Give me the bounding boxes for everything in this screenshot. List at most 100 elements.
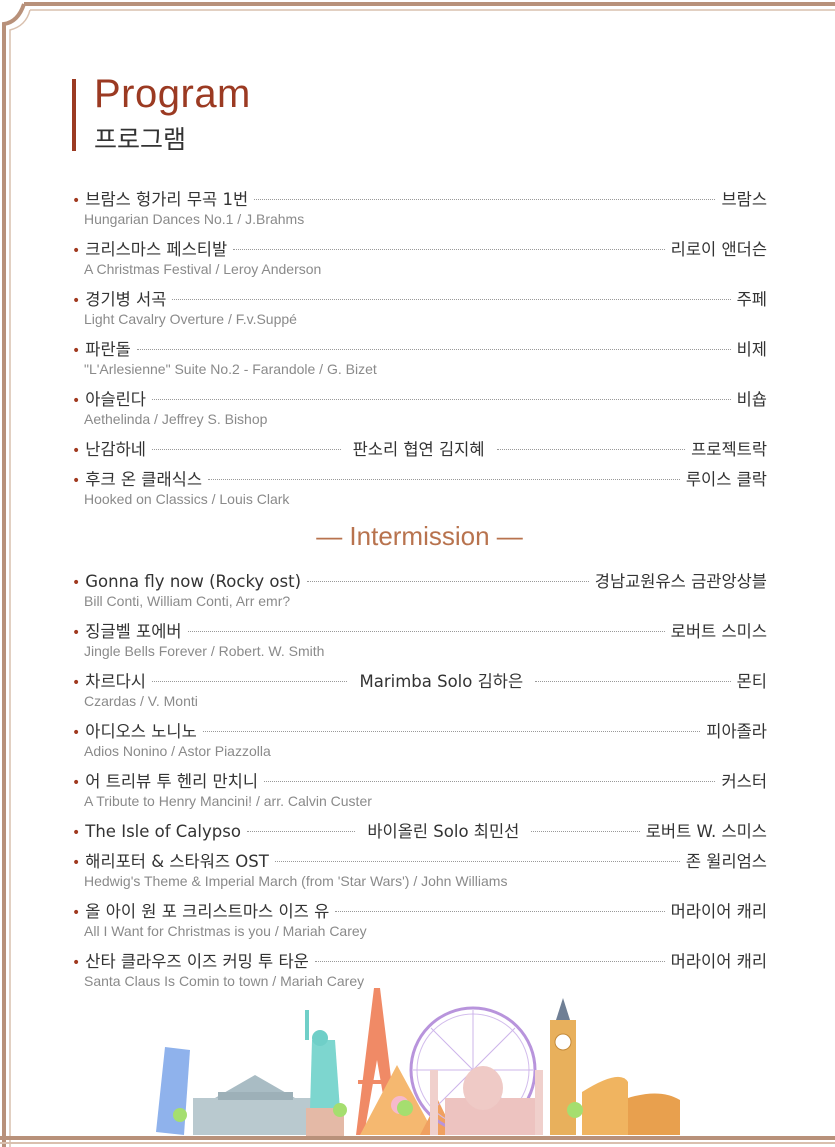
item-line: • 산타 클라우즈 이즈 커밍 투 타운 머라이어 캐리 [72, 948, 767, 972]
item-line: • 차르다시 Marimba Solo 김하은 몬티 [72, 668, 767, 692]
item-line: • 후크 온 클래식스 루이스 클락 [72, 466, 767, 490]
item-title: 난감하네 [85, 440, 146, 459]
bullet-icon: • [72, 725, 81, 741]
program-item: • 크리스마스 페스티발 리로이 앤더슨 A Christmas Festival /… [72, 236, 767, 286]
item-title: 징글벨 포에버 [85, 622, 182, 641]
item-performer: 커스터 [721, 772, 767, 791]
program-item: • 어 트리뷰 투 헨리 만치니 커스터 A Tribute to Henry Man… [72, 768, 767, 818]
bullet-icon: • [72, 243, 81, 259]
item-line: • 파란돌 비제 [72, 336, 767, 360]
item-line: • 난감하네 판소리 협연 김지혜 프로젝트락 [72, 436, 767, 460]
item-title: 어 트리뷰 투 헨리 만치니 [85, 772, 259, 791]
item-line: • 징글벨 포에버 로버트 스미스 [72, 618, 767, 642]
item-line: • 어 트리뷰 투 헨리 만치니 커스터 [72, 768, 767, 792]
item-subtitle: A Christmas Festival / Leroy Anderson [84, 261, 322, 277]
item-subtitle: Jingle Bells Forever / Robert. W. Smith [84, 643, 325, 659]
item-line: • 경기병 서곡 주페 [72, 286, 767, 310]
item-subtitle: Bill Conti, William Conti, Arr emr? [84, 593, 291, 609]
bullet-icon: • [72, 193, 81, 209]
item-title: 산타 클라우즈 이즈 커밍 투 타운 [85, 952, 309, 971]
item-performer: 리로이 앤더슨 [670, 240, 767, 259]
item-subtitle: A Tribute to Henry Mancini! / arr. Calvi… [84, 793, 372, 809]
item-subtitle: Hooked on Classics / Louis Clark [84, 491, 290, 507]
dot-leader [307, 581, 589, 582]
item-performer: 루이스 클락 [685, 470, 767, 489]
item-subtitle: Czardas / V. Monti [84, 693, 198, 709]
item-performer: 브람스 [721, 190, 767, 209]
item-performer: 주페 [736, 290, 767, 309]
item-title: 경기병 서곡 [85, 290, 167, 309]
colosseum-icon [582, 1076, 680, 1135]
item-title: 해리포터 & 스타워즈 OST [85, 852, 269, 871]
item-performer: 비숍 [736, 390, 767, 409]
bullet-icon: • [72, 825, 81, 841]
item-subtitle: Light Cavalry Overture / F.v.Suppé [84, 311, 297, 327]
program-item: • Gonna fly now (Rocky ost) 경남교원유스 금관앙상블 Bi… [72, 568, 767, 618]
program-item: • 파란돌 비제 "L'Arlesienne" Suite No.2 - Farand… [72, 336, 767, 386]
bullet-icon: • [72, 625, 81, 641]
item-subtitle: Hedwig's Theme & Imperial March (from 'S… [84, 873, 508, 889]
program-item: • 경기병 서곡 주페 Light Cavalry Overture / F.v.Su… [72, 286, 767, 336]
item-subtitle: Santa Claus Is Comin to town / Mariah Ca… [84, 973, 365, 989]
item-title: Gonna fly now (Rocky ost) [85, 572, 302, 591]
item-title: 올 아이 원 포 크리스트마스 이즈 유 [85, 902, 330, 921]
item-title: The Isle of Calypso [85, 822, 241, 841]
item-subtitle: Hungarian Dances No.1 / J.Brahms [84, 211, 305, 227]
dot-leader [202, 731, 701, 732]
title-accent-bar [72, 79, 76, 151]
item-performer: 로버트 W. 스미스 [645, 822, 767, 841]
item-title: 아슬린다 [85, 390, 146, 409]
page-subtitle: 프로그램 [94, 125, 187, 154]
program-item: • 아슬린다 비숍 Aethelinda / Jeffrey S. Bishop [72, 386, 767, 436]
bullet-icon: • [72, 855, 81, 871]
dot-leader [496, 449, 686, 450]
bullet-icon: • [72, 955, 81, 971]
item-title: 차르다시 [85, 672, 146, 691]
item-performer: 몬티 [736, 672, 767, 691]
item-subtitle: Adios Nonino / Astor Piazzolla [84, 743, 271, 759]
bullet-icon: • [72, 905, 81, 921]
dot-leader [172, 299, 731, 300]
item-soloist: Marimba Solo 김하은 [359, 672, 524, 691]
item-subtitle: All I Want for Christmas is you / Mariah… [84, 923, 367, 939]
item-performer: 머라이어 캐리 [670, 902, 767, 921]
dot-leader [152, 399, 731, 400]
item-line: • 아디오스 노니노 피아졸라 [72, 718, 767, 742]
bullet-icon: • [72, 443, 81, 459]
item-performer: 프로젝트락 [691, 440, 767, 459]
bullet-icon: • [72, 775, 81, 791]
item-line: • The Isle of Calypso 바이올린 Solo 최민선 로버트 W. … [72, 818, 767, 842]
program-item: • 후크 온 클래식스 루이스 클락 Hooked on Classics / Lou… [72, 466, 767, 516]
dot-leader [314, 961, 665, 962]
parthenon-icon [193, 1075, 311, 1135]
item-line: • 아슬린다 비숍 [72, 386, 767, 410]
program-item: • 아디오스 노니노 피아졸라 Adios Nonino / Astor Piazzo… [72, 718, 767, 768]
program-list: • 브람스 헝가리 무곡 1번 브람스 Hungarian Dances No.1 /… [72, 186, 767, 998]
dot-leader [535, 681, 731, 682]
item-soloist: 판소리 협연 김지혜 [352, 440, 485, 459]
dot-leader [246, 831, 356, 832]
item-line: • 크리스마스 페스티발 리로이 앤더슨 [72, 236, 767, 260]
item-performer: 로버트 스미스 [670, 622, 767, 641]
program-item: • 브람스 헝가리 무곡 1번 브람스 Hungarian Dances No.1 /… [72, 186, 767, 236]
item-title: 브람스 헝가리 무곡 1번 [85, 190, 249, 209]
statue-of-liberty-icon [305, 1010, 344, 1136]
item-subtitle: Aethelinda / Jeffrey S. Bishop [84, 411, 268, 427]
program-item: • 올 아이 원 포 크리스트마스 이즈 유 머라이어 캐리 All I Want f… [72, 898, 767, 948]
dot-leader [208, 479, 680, 480]
item-title: 후크 온 클래식스 [85, 470, 203, 489]
bullet-icon: • [72, 293, 81, 309]
page-title: Program [94, 72, 251, 116]
item-performer: 존 윌리엄스 [685, 852, 767, 871]
dot-leader [152, 681, 348, 682]
item-line: • 올 아이 원 포 크리스트마스 이즈 유 머라이어 캐리 [72, 898, 767, 922]
program-item: • 징글벨 포에버 로버트 스미스 Jingle Bells Forever / Ro… [72, 618, 767, 668]
item-title: 아디오스 노니노 [85, 722, 197, 741]
item-line: • 브람스 헝가리 무곡 1번 브람스 [72, 186, 767, 210]
item-performer: 비제 [736, 340, 767, 359]
bullet-icon: • [72, 675, 81, 691]
item-performer: 머라이어 캐리 [670, 952, 767, 971]
bullet-icon: • [72, 393, 81, 409]
dot-leader [254, 199, 716, 200]
item-title: 크리스마스 페스티발 [85, 240, 228, 259]
